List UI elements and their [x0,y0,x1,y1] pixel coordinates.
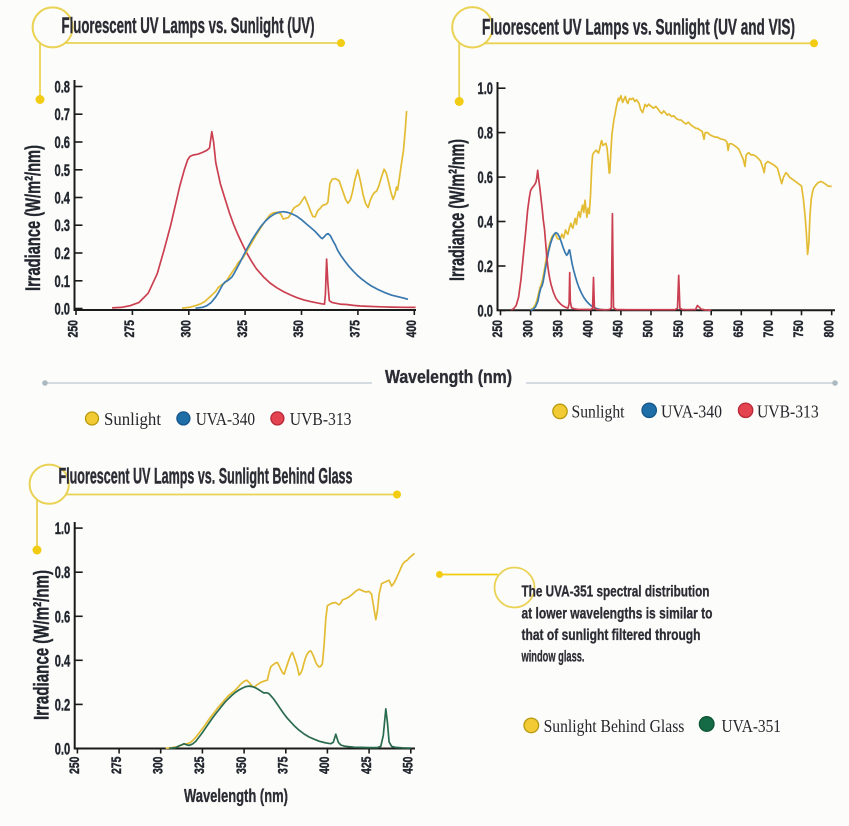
svg-text:400: 400 [403,320,419,338]
svg-text:0.4: 0.4 [478,214,494,232]
svg-text:275: 275 [121,320,137,338]
svg-text:1.0: 1.0 [478,80,494,98]
svg-text:Irradiance (W/m²/nm): Irradiance (W/m²/nm) [30,570,54,720]
svg-text:window glass.: window glass. [521,649,585,666]
svg-text:0.1: 0.1 [55,273,71,291]
svg-text:800: 800 [820,320,836,338]
svg-text:750: 750 [790,320,806,338]
svg-text:Fluorescent UV Lamps vs. Sunli: Fluorescent UV Lamps vs. Sunlight (UV an… [482,15,795,40]
svg-text:0.0: 0.0 [55,741,71,759]
svg-text:300: 300 [178,320,194,338]
svg-text:0.4: 0.4 [55,190,71,208]
svg-text:Sunlight Behind Glass: Sunlight Behind Glass [544,716,685,736]
svg-text:500: 500 [640,320,656,338]
svg-text:0.8: 0.8 [55,564,71,582]
svg-text:0.4: 0.4 [55,652,71,670]
svg-text:Fluorescent UV Lamps vs. Sunli: Fluorescent UV Lamps vs. Sunlight Behind… [59,464,353,489]
svg-text:300: 300 [519,320,535,338]
svg-text:350: 350 [290,320,306,338]
svg-text:550: 550 [670,320,686,338]
svg-text:0.8: 0.8 [478,125,494,143]
svg-text:0.6: 0.6 [55,134,71,152]
svg-text:Fluorescent UV Lamps vs. Sunli: Fluorescent UV Lamps vs. Sunlight (UV) [62,13,315,38]
svg-text:UVA-340: UVA-340 [196,409,256,429]
svg-text:0.5: 0.5 [55,162,71,180]
svg-text:275: 275 [108,756,124,774]
svg-text:400: 400 [580,320,596,338]
svg-text:700: 700 [760,320,776,338]
svg-text:0.8: 0.8 [55,79,71,97]
svg-text:425: 425 [358,756,374,774]
svg-text:0.0: 0.0 [478,302,494,320]
svg-text:375: 375 [274,756,290,774]
svg-text:Wavelength (nm): Wavelength (nm) [184,786,288,806]
svg-text:UVB-313: UVB-313 [757,402,819,422]
svg-text:450: 450 [610,320,626,338]
svg-text:Irradiance (W/m²/nm): Irradiance (W/m²/nm) [445,139,469,281]
svg-text:0.6: 0.6 [55,608,71,626]
svg-text:450: 450 [400,756,416,774]
svg-text:1.0: 1.0 [55,520,71,538]
svg-text:250: 250 [66,756,82,774]
svg-text:0.7: 0.7 [55,106,71,124]
svg-text:0.2: 0.2 [55,245,71,263]
svg-text:Sunlight: Sunlight [572,402,625,422]
svg-text:0.2: 0.2 [478,258,494,276]
svg-text:0.6: 0.6 [478,169,494,187]
svg-text:325: 325 [234,320,250,338]
svg-text:350: 350 [233,756,249,774]
svg-text:650: 650 [730,320,746,338]
svg-text:600: 600 [700,320,716,338]
svg-text:The UVA-351 spectral distribut: The UVA-351 spectral distribution [522,584,710,601]
svg-text:250: 250 [489,320,505,338]
svg-text:0.3: 0.3 [55,217,71,235]
svg-text:350: 350 [549,320,565,338]
svg-text:that of sunlight filtered thro: that of sunlight filtered through [522,627,701,644]
svg-text:250: 250 [65,320,81,338]
svg-text:325: 325 [191,756,207,774]
svg-text:UVA-351: UVA-351 [722,716,782,736]
svg-text:UVA-340: UVA-340 [661,402,722,422]
svg-text:300: 300 [149,756,165,774]
svg-text:Wavelength (nm): Wavelength (nm) [385,367,512,387]
svg-text:Irradiance (W/m²/nm): Irradiance (W/m²/nm) [21,145,45,291]
svg-text:Sunlight: Sunlight [104,409,161,429]
svg-text:400: 400 [316,756,332,774]
svg-text:0.2: 0.2 [55,696,71,714]
svg-text:at lower wavelengths is simila: at lower wavelengths is similar to [522,605,713,622]
svg-text:0.0: 0.0 [55,301,71,319]
svg-text:375: 375 [347,320,363,338]
svg-text:UVB-313: UVB-313 [290,409,352,429]
